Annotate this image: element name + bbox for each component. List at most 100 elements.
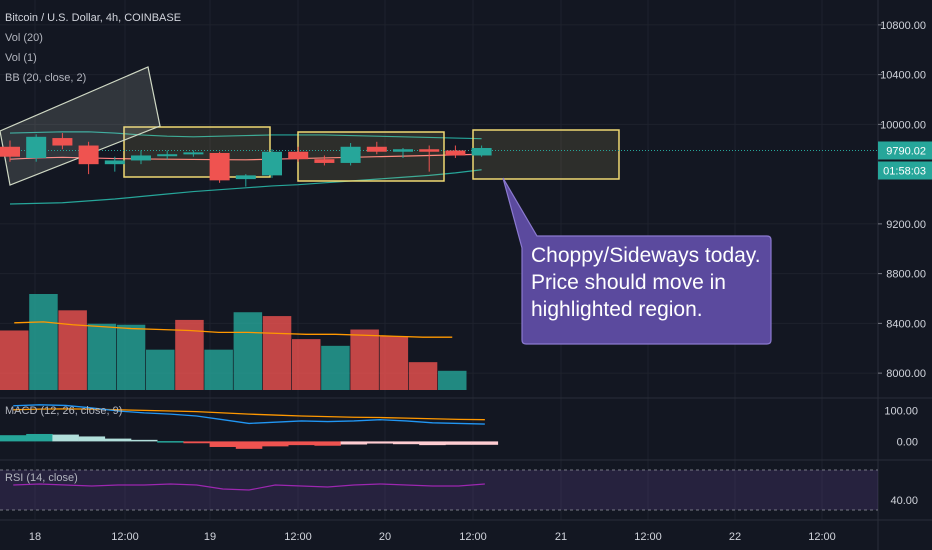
- macd-pane-label[interactable]: MACD (12, 26, close, 9): [5, 405, 123, 417]
- candle-body-13: [340, 146, 361, 163]
- macd-hist-bar-1: [26, 433, 53, 442]
- volume-bar-15: [438, 370, 467, 390]
- highlight-box-0: [123, 126, 271, 178]
- macd-hist-bar-3: [78, 436, 106, 442]
- time-tick-label-4: 20: [379, 531, 391, 543]
- time-tick-label-5: 12:00: [459, 531, 487, 543]
- macd-hist-bar-4: [104, 438, 132, 442]
- volume-bar-13: [379, 336, 409, 390]
- volume-bar-0: [0, 330, 29, 390]
- macd-hist-bar-15: [393, 441, 420, 445]
- time-tick-label-6: 21: [555, 531, 567, 543]
- candle-body-16: [419, 149, 440, 152]
- candle-body-10: [262, 151, 282, 176]
- annotation-callout: Choppy/Sideways today. Price should move…: [521, 236, 767, 344]
- price-tick-label-4: 8800.00: [886, 269, 926, 281]
- indicator-vol1[interactable]: Vol (1): [5, 52, 37, 64]
- rsi-pane-label[interactable]: RSI (14, close): [5, 472, 78, 484]
- macd-hist-bar-18: [471, 441, 499, 445]
- macd-hist-bar-6: [157, 441, 184, 443]
- macd-hist-bar-10: [262, 441, 289, 447]
- macd-hist-bar-12: [314, 441, 341, 446]
- time-tick-label-1: 12:00: [111, 531, 139, 543]
- candle-body-4: [104, 160, 125, 165]
- volume-bar-7: [204, 349, 233, 390]
- candle-body-2: [52, 138, 73, 146]
- macd-hist-bar-9: [235, 441, 263, 449]
- volume-bar-2: [58, 310, 87, 390]
- volume-bar-5: [146, 349, 175, 390]
- macd-hist-bar-0: [0, 435, 27, 442]
- time-tick-label-0: 18: [29, 531, 41, 543]
- candle-body-9: [235, 175, 256, 180]
- macd-hist-bar-16: [419, 441, 446, 446]
- macd-hist-bar-13: [340, 441, 368, 445]
- indicator-vol20[interactable]: Vol (20): [5, 32, 43, 44]
- time-tick-label-8: 22: [729, 531, 741, 543]
- rsi-band-fill: [0, 470, 878, 510]
- time-tick-label-3: 12:00: [284, 531, 312, 543]
- macd-tick-label-1: 0.00: [897, 436, 918, 448]
- countdown-label: 01:58:03: [883, 165, 926, 177]
- volume-bar-11: [321, 345, 350, 390]
- price-tick-label-1: 10400.00: [880, 70, 926, 82]
- candle-body-17: [445, 150, 466, 156]
- candle-body-6: [157, 154, 178, 157]
- macd-signal-line: [13, 408, 485, 421]
- bb-upper-line: [9, 131, 482, 140]
- macd-hist-bar-11: [288, 441, 315, 446]
- callout-line-3: highlighted region.: [531, 298, 703, 321]
- countdown-badge: [878, 161, 932, 180]
- price-tick-label-5: 8400.00: [886, 318, 926, 330]
- volume-bar-12: [350, 329, 379, 390]
- volume-bar-8: [233, 312, 263, 390]
- candle-body-8: [209, 152, 230, 181]
- candle-body-15: [393, 149, 413, 152]
- time-tick-label-2: 19: [204, 531, 216, 543]
- candle-body-0: [0, 146, 20, 157]
- candle-body-7: [183, 152, 204, 155]
- time-tick-label-9: 12:00: [808, 531, 836, 543]
- candle-body-1: [26, 136, 47, 158]
- macd-hist-bar-7: [183, 441, 210, 444]
- volume-bar-10: [292, 339, 321, 390]
- last-price-label: 9790.02: [886, 145, 926, 157]
- macd-hist-bar-17: [445, 441, 472, 445]
- volume-bar-14: [408, 362, 438, 390]
- macd-tick-label-0: 100.00: [884, 405, 918, 417]
- highlight-box-1: [297, 131, 445, 182]
- macd-line: [13, 404, 485, 425]
- macd-hist-bar-14: [366, 441, 394, 444]
- candle-body-18: [471, 148, 492, 156]
- symbol-title: Bitcoin / U.S. Dollar, 4h, COINBASE: [5, 12, 182, 24]
- candle-body-5: [131, 155, 151, 161]
- price-tick-label-6: 8000.00: [886, 368, 926, 380]
- candle-body-14: [366, 146, 387, 152]
- rsi-line: [13, 483, 485, 491]
- volume-bar-1: [29, 294, 58, 390]
- macd-hist-bar-2: [52, 434, 79, 442]
- last-price-badge: [878, 141, 932, 160]
- price-tick-label-0: 10800.00: [880, 20, 926, 32]
- callout-bubble: [502, 177, 772, 345]
- candle-body-11: [288, 151, 309, 160]
- highlight-box-2: [472, 129, 620, 180]
- macd-hist-bar-5: [131, 439, 158, 442]
- callout-line-1: Choppy/Sideways today.: [531, 244, 761, 267]
- time-tick-label-7: 12:00: [634, 531, 662, 543]
- volume-ma-line: [14, 321, 453, 338]
- bb-lower-line: [9, 169, 482, 205]
- macd-hist-bar-8: [209, 441, 237, 447]
- candle-body-3: [78, 145, 99, 165]
- volume-bar-3: [87, 323, 117, 390]
- indicator-bb[interactable]: BB (20, close, 2): [5, 72, 87, 84]
- rsi-tick-label-0: 40.00: [890, 495, 918, 507]
- callout-line-2: Price should move in: [531, 271, 726, 294]
- price-tick-label-3: 9200.00: [886, 219, 926, 231]
- candle-body-12: [314, 159, 335, 163]
- price-tick-label-2: 10000.00: [880, 119, 926, 131]
- volume-bar-4: [116, 324, 146, 390]
- volume-bar-9: [262, 316, 292, 390]
